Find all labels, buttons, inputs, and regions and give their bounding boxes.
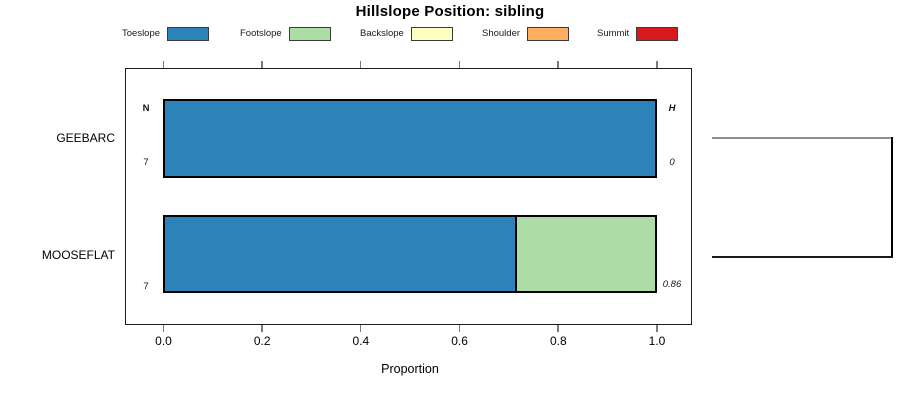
dendrogram-bottom-branch: [712, 256, 893, 258]
x-tick-label: 1.0: [648, 334, 666, 348]
h-value-mooseflat: 0.86: [662, 279, 682, 290]
axis-tick-bottom: [458, 325, 461, 332]
chart-title: Hillslope Position: sibling: [355, 3, 545, 20]
n-column-header: N: [142, 103, 150, 114]
legend-item-shoulder: Shoulder: [482, 26, 570, 41]
legend-item-backslope: Backslope: [360, 26, 453, 41]
bar-mooseflat: [163, 215, 657, 293]
legend-swatch-footslope: [288, 26, 331, 41]
dendrogram-vertical-branch: [891, 137, 893, 258]
axis-tick-bottom: [162, 325, 164, 332]
axis-tick-top: [162, 61, 164, 68]
legend-label-summit: Summit: [597, 28, 630, 39]
axis-tick-top: [656, 61, 658, 68]
x-tick-label: 0.4: [352, 334, 370, 348]
legend-swatch-backslope: [410, 26, 453, 41]
legend-swatch-shoulder: [527, 26, 570, 41]
axis-tick-top: [458, 61, 461, 68]
legend-item-toeslope: Toeslope: [122, 26, 210, 41]
n-value-mooseflat: 7: [143, 281, 149, 292]
axis-tick-top: [557, 61, 559, 68]
bar-geebarc: [163, 99, 657, 178]
x-tick-label: 0.8: [549, 334, 567, 348]
bar-segment-footslope: [514, 217, 655, 291]
axis-tick-bottom: [261, 325, 263, 332]
legend-swatch-toeslope: [167, 26, 210, 41]
n-value-geebarc: 7: [143, 157, 149, 168]
axis-tick-bottom: [656, 325, 658, 332]
x-tick-label: 0.0: [155, 334, 172, 348]
axis-tick-top: [261, 61, 263, 68]
legend-label-backslope: Backslope: [360, 28, 404, 39]
legend-label-shoulder: Shoulder: [482, 28, 521, 39]
legend-item-summit: Summit: [597, 26, 679, 41]
row-label-mooseflat: MOOSEFLAT: [41, 248, 115, 262]
axis-tick-bottom: [557, 325, 559, 332]
row-label-geebarc: GEEBARC: [56, 131, 115, 145]
bar-segment-toeslope: [165, 101, 655, 176]
h-column-header: H: [668, 103, 676, 114]
legend-label-toeslope: Toeslope: [122, 28, 161, 39]
axis-tick-top: [359, 61, 362, 68]
bar-segment-toeslope: [165, 217, 515, 291]
legend-label-footslope: Footslope: [240, 28, 282, 39]
x-axis-title: Proportion: [381, 362, 439, 376]
axis-tick-bottom: [359, 325, 362, 332]
x-tick-label: 0.2: [253, 334, 271, 348]
legend-swatch-summit: [636, 26, 679, 41]
dendrogram-top-branch: [712, 137, 892, 139]
x-tick-label: 0.6: [451, 334, 468, 348]
h-value-geebarc: 0: [669, 157, 675, 168]
legend-item-footslope: Footslope: [240, 26, 331, 41]
